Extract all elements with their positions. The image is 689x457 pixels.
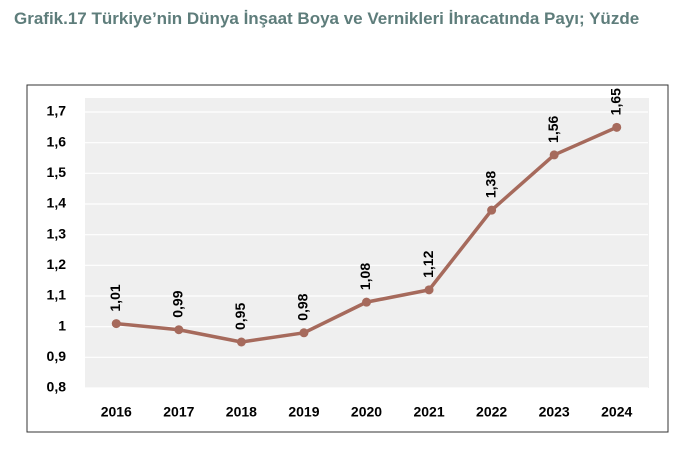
marker bbox=[549, 150, 559, 160]
x-tick-label: 2024 bbox=[601, 404, 632, 420]
data-label: 0,99 bbox=[170, 290, 186, 317]
plot-area bbox=[85, 98, 649, 388]
data-label: 1,65 bbox=[607, 88, 623, 115]
chart-title: Grafik.17 Türkiye’nin Dünya İnşaat Boya … bbox=[14, 9, 640, 28]
marker bbox=[299, 328, 309, 338]
x-tick-label: 2021 bbox=[413, 404, 444, 420]
y-tick-label: 1,3 bbox=[47, 225, 67, 241]
x-tick-label: 2020 bbox=[351, 404, 382, 420]
marker bbox=[174, 325, 184, 335]
marker bbox=[111, 319, 121, 329]
y-tick-label: 1,1 bbox=[47, 287, 67, 303]
y-tick-label: 1 bbox=[58, 317, 66, 333]
chart-frame bbox=[26, 84, 669, 433]
marker bbox=[362, 297, 371, 307]
y-tick-label: 1,4 bbox=[47, 195, 67, 211]
x-tick-label: 2018 bbox=[226, 404, 257, 420]
y-tick-label: 1,7 bbox=[47, 103, 67, 119]
data-label: 1,38 bbox=[482, 171, 498, 198]
marker bbox=[236, 337, 246, 347]
data-label: 1,08 bbox=[357, 263, 373, 290]
data-label: 1,01 bbox=[107, 284, 123, 311]
x-tick-label: 2017 bbox=[163, 404, 194, 420]
x-tick-label: 2023 bbox=[539, 404, 570, 420]
x-tick-label: 2019 bbox=[288, 404, 319, 420]
y-tick-label: 1,6 bbox=[47, 133, 67, 149]
data-label: 1,12 bbox=[420, 250, 436, 277]
x-tick-label: 2022 bbox=[476, 404, 507, 420]
y-tick-label: 0,9 bbox=[47, 348, 67, 364]
marker bbox=[487, 205, 497, 215]
y-tick-label: 0,8 bbox=[47, 379, 67, 395]
marker bbox=[424, 285, 434, 295]
y-tick-label: 1,2 bbox=[47, 256, 67, 272]
y-tick-label: 1,5 bbox=[47, 164, 67, 180]
data-label: 0,95 bbox=[232, 303, 248, 330]
data-label: 0,98 bbox=[295, 293, 311, 320]
marker bbox=[612, 122, 622, 132]
x-tick-label: 2016 bbox=[101, 404, 132, 420]
data-label: 1,56 bbox=[545, 115, 561, 142]
